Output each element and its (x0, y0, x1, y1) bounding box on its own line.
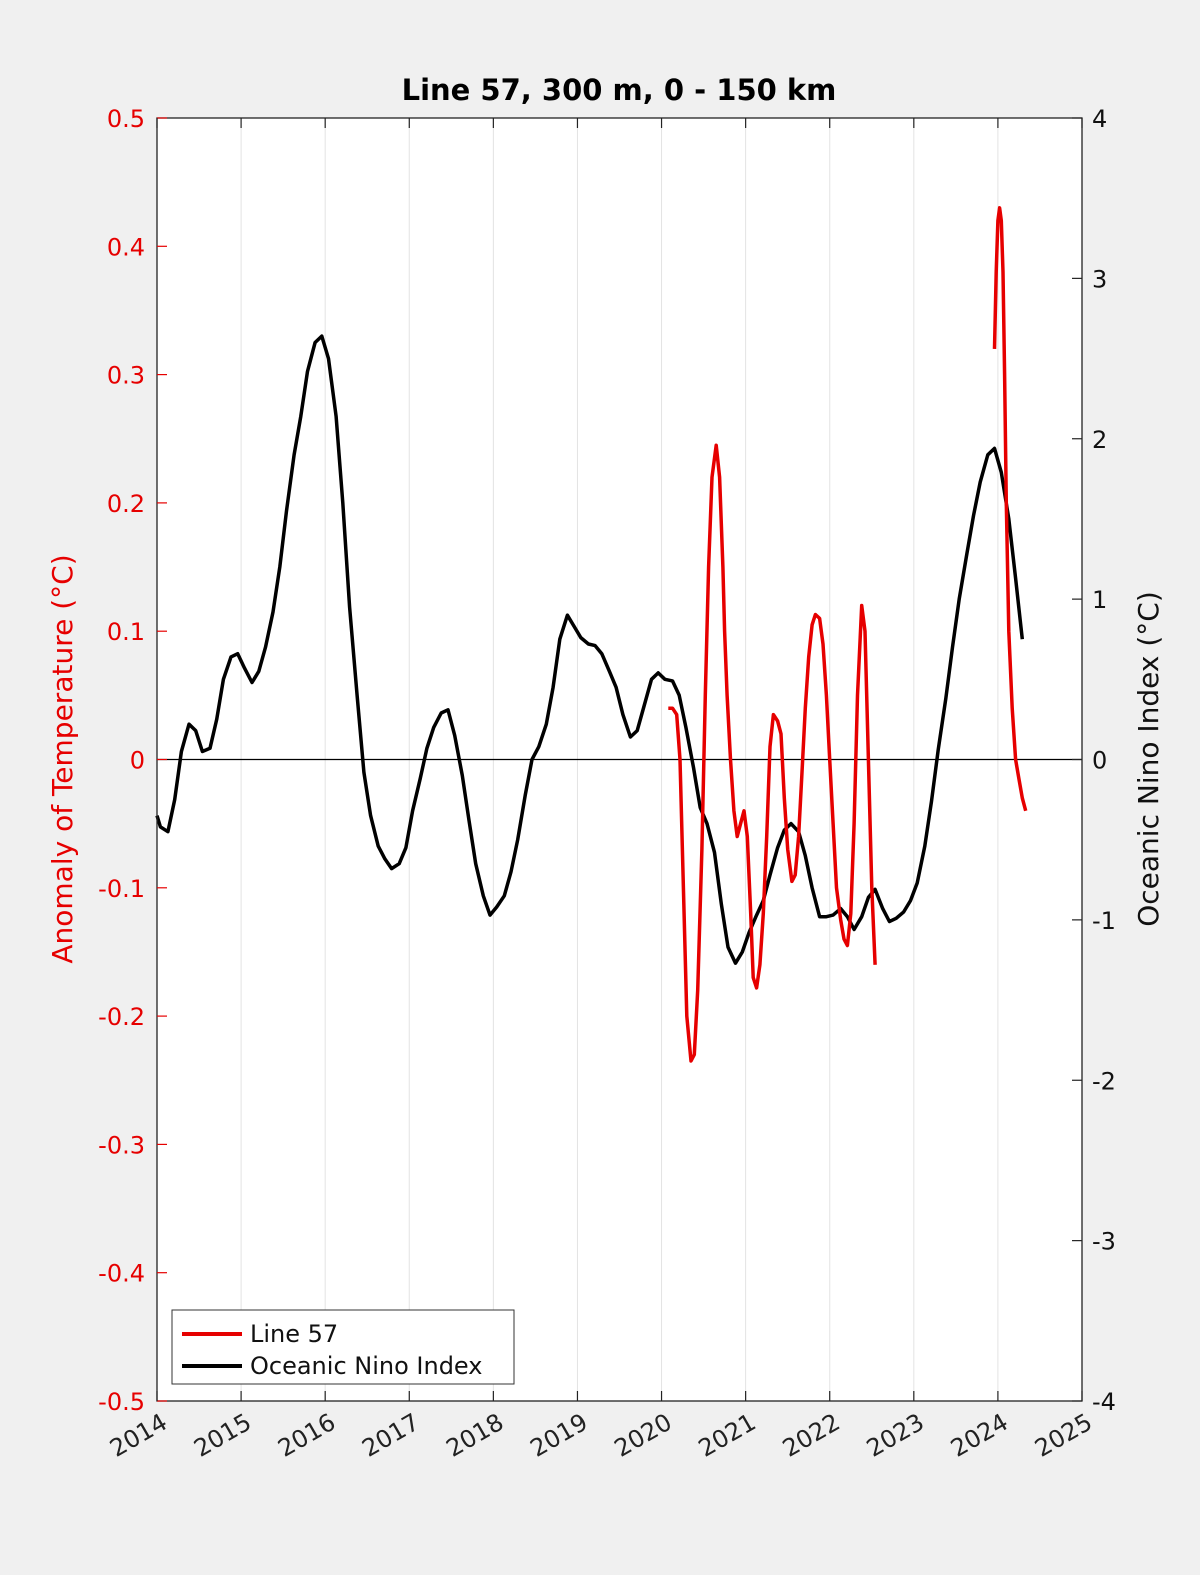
y-left-tick-label--0.4: -0.4 (98, 1260, 145, 1288)
y-right-tick-label--4: -4 (1092, 1388, 1116, 1416)
right-axis: 4 3 2 1 0 -1 -2 -3 -4 (1072, 105, 1116, 1416)
y-left-tick-label-0.2: 0.2 (107, 490, 145, 518)
y-left-tick-label--0.5: -0.5 (98, 1388, 145, 1416)
x-tick-label-2017: 2017 (357, 1408, 424, 1463)
y-left-tick-label--0.2: -0.2 (98, 1003, 145, 1031)
x-tick-label-2025: 2025 (1030, 1408, 1097, 1463)
x-tick-label-2022: 2022 (778, 1408, 845, 1463)
y-right-tick-label--2: -2 (1092, 1067, 1116, 1095)
x-tick-label-2015: 2015 (189, 1408, 256, 1463)
legend-label-line57: Line 57 (250, 1320, 338, 1348)
y-axis-right-label: Oceanic Nino Index (°C) (1132, 591, 1165, 927)
x-tick-label-2021: 2021 (694, 1408, 761, 1463)
y-left-tick-label-0.1: 0.1 (107, 618, 145, 646)
y-right-tick-label-0: 0 (1092, 747, 1107, 775)
y-right-tick-label--3: -3 (1092, 1228, 1116, 1256)
y-left-tick-label-0: 0 (130, 747, 145, 775)
x-tick-label-2014: 2014 (105, 1408, 172, 1463)
chart-title: Line 57, 300 m, 0 - 150 km (402, 73, 837, 107)
y-right-tick-label--1: -1 (1092, 907, 1116, 935)
legend: Line 57 Oceanic Nino Index (171, 1309, 515, 1385)
y-right-tick-label-3: 3 (1092, 265, 1107, 293)
y-left-tick-label-0.4: 0.4 (107, 233, 145, 261)
x-tick-label-2024: 2024 (946, 1408, 1013, 1463)
x-tick-label-2020: 2020 (610, 1408, 677, 1463)
y-right-tick-label-4: 4 (1092, 105, 1107, 133)
x-tick-label-2023: 2023 (862, 1408, 929, 1463)
y-left-tick-label-0.3: 0.3 (107, 362, 145, 390)
legend-box (171, 1309, 515, 1385)
series-line-line57-segment-1 (668, 443, 877, 1063)
left-axis: 0.5 0.4 0.3 0.2 0.1 0 -0.1 -0.2 -0.3 -0.4 -0.5 (98, 105, 167, 1416)
x-tick-label-2016: 2016 (273, 1408, 340, 1463)
y-axis-left-label: Anomaly of Temperature (°C) (46, 554, 79, 963)
y-right-tick-label-2: 2 (1092, 426, 1107, 454)
series-line-oceanic-nino-index (155, 334, 1025, 965)
y-left-tick-label--0.3: -0.3 (98, 1131, 145, 1159)
y-right-tick-label-1: 1 (1092, 586, 1107, 614)
y-left-tick-label-0.5: 0.5 (107, 105, 145, 133)
legend-label-oni: Oceanic Nino Index (250, 1352, 482, 1380)
series-line-line57-segment-2 (992, 206, 1028, 812)
y-left-tick-label--0.1: -0.1 (98, 875, 145, 903)
x-tick-label-2018: 2018 (441, 1408, 508, 1463)
series (155, 206, 1028, 1063)
x-tick-label-2019: 2019 (526, 1408, 593, 1463)
